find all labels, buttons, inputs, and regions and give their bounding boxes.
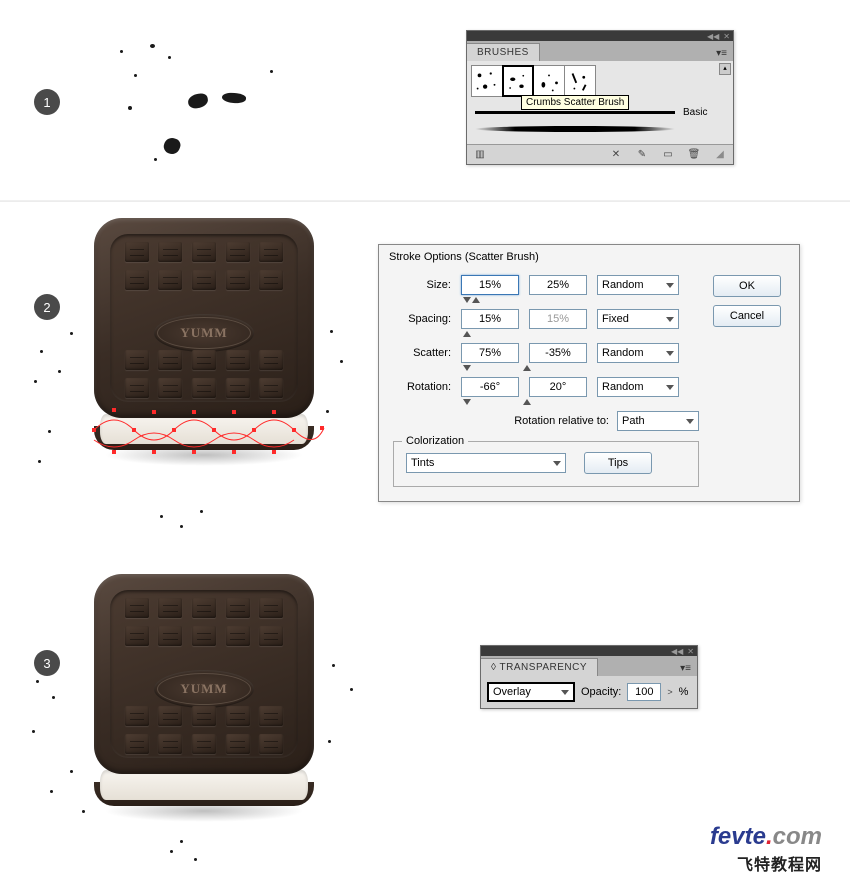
size-slider[interactable] bbox=[463, 297, 699, 303]
brush-options-icon[interactable]: ✎ bbox=[635, 148, 649, 162]
label-opacity: Opacity: bbox=[581, 686, 621, 698]
remove-stroke-icon[interactable]: ✕ bbox=[609, 148, 623, 162]
step-badge-1: 1 bbox=[34, 89, 60, 115]
label-size: Size: bbox=[393, 279, 451, 291]
rotation-slider[interactable] bbox=[463, 399, 699, 405]
brush-stroke-preview bbox=[475, 126, 675, 132]
brush-swatch[interactable] bbox=[471, 65, 503, 97]
opacity-stepper-icon[interactable]: > bbox=[667, 687, 672, 697]
brush-thumbnails: Crumbs Scatter Brush ▴ bbox=[467, 61, 733, 101]
brush-stroke-preview bbox=[475, 111, 675, 114]
rotation-field-b[interactable] bbox=[529, 377, 587, 397]
new-brush-icon[interactable]: ▭ bbox=[661, 148, 675, 162]
label-colorization: Colorization bbox=[402, 435, 468, 447]
stroke-options-dialog: Stroke Options (Scatter Brush) Size: Ran… bbox=[378, 244, 800, 502]
crumbs-around-cookie bbox=[30, 320, 360, 540]
brush-swatch[interactable] bbox=[533, 65, 565, 97]
spacing-field-b bbox=[529, 309, 587, 329]
spacing-slider[interactable] bbox=[463, 331, 699, 337]
tab-brushes[interactable]: BRUSHES bbox=[467, 43, 540, 61]
label-spacing: Spacing: bbox=[393, 313, 451, 325]
size-mode-select[interactable]: Random bbox=[597, 275, 679, 295]
size-field-a[interactable] bbox=[461, 275, 519, 295]
brush-label: Basic bbox=[683, 107, 707, 118]
step-badge-2: 2 bbox=[34, 294, 60, 320]
panel-tabbar: ◊ TRANSPARENCY ▾≡ bbox=[481, 656, 697, 676]
panel-tabbar: BRUSHES ▾≡ bbox=[467, 41, 733, 61]
panel-footer: ▥ ✕ ✎ ▭ 🗑 ◢ bbox=[467, 144, 733, 164]
site-logo: fevte.com 飞特教程网 bbox=[710, 823, 822, 875]
size-field-b[interactable] bbox=[529, 275, 587, 295]
spacing-field-a[interactable] bbox=[461, 309, 519, 329]
opacity-field[interactable] bbox=[627, 683, 661, 701]
resize-grip-icon[interactable]: ◢ bbox=[713, 148, 727, 162]
label-rotation: Rotation: bbox=[393, 381, 451, 393]
panel-menu-icon[interactable]: ▾≡ bbox=[674, 661, 697, 676]
colorization-method-select[interactable]: Tints bbox=[406, 453, 566, 473]
section-divider bbox=[0, 200, 850, 202]
crumbs-preview bbox=[90, 40, 350, 180]
panel-topbar: ◀◀ ✕ bbox=[467, 31, 733, 41]
brush-swatch-selected[interactable] bbox=[502, 65, 534, 97]
crumbs-around-cookie bbox=[30, 640, 360, 870]
scatter-field-b[interactable] bbox=[529, 343, 587, 363]
transparency-panel: ◀◀ ✕ ◊ TRANSPARENCY ▾≡ Overlay Opacity: … bbox=[480, 645, 698, 709]
scatter-mode-select[interactable]: Random bbox=[597, 343, 679, 363]
percent-label: % bbox=[679, 686, 689, 698]
brushes-panel: ◀◀ ✕ BRUSHES ▾≡ Crumbs Scatter Brush ▴ B… bbox=[466, 30, 734, 165]
panel-close-icon[interactable]: ✕ bbox=[687, 647, 694, 656]
scroll-up-icon[interactable]: ▴ bbox=[719, 63, 731, 75]
cancel-button[interactable]: Cancel bbox=[713, 305, 781, 327]
scatter-field-a[interactable] bbox=[461, 343, 519, 363]
panel-menu-icon[interactable]: ▾≡ bbox=[710, 46, 733, 61]
rotation-relative-select[interactable]: Path bbox=[617, 411, 699, 431]
spacing-mode-select[interactable]: Fixed bbox=[597, 309, 679, 329]
panel-close-icon[interactable]: ✕ bbox=[723, 32, 730, 41]
tab-transparency[interactable]: ◊ TRANSPARENCY bbox=[481, 658, 598, 676]
rotation-mode-select[interactable]: Random bbox=[597, 377, 679, 397]
label-scatter: Scatter: bbox=[393, 347, 451, 359]
panel-topbar: ◀◀ ✕ bbox=[481, 646, 697, 656]
brush-tooltip: Crumbs Scatter Brush bbox=[521, 95, 629, 110]
dialog-title: Stroke Options (Scatter Brush) bbox=[379, 245, 799, 269]
panel-collapse-icon[interactable]: ◀◀ bbox=[671, 647, 683, 656]
blend-mode-select[interactable]: Overlay bbox=[487, 682, 575, 702]
label-rotation-relative: Rotation relative to: bbox=[514, 415, 609, 427]
brush-row[interactable] bbox=[475, 122, 725, 136]
library-icon[interactable]: ▥ bbox=[473, 148, 487, 162]
tips-button[interactable]: Tips bbox=[584, 452, 652, 474]
panel-collapse-icon[interactable]: ◀◀ bbox=[707, 32, 719, 41]
brush-swatch[interactable] bbox=[564, 65, 596, 97]
rotation-field-a[interactable] bbox=[461, 377, 519, 397]
delete-brush-icon[interactable]: 🗑 bbox=[687, 148, 701, 162]
colorization-group: Colorization Tints Tips bbox=[393, 441, 699, 487]
scatter-slider[interactable] bbox=[463, 365, 699, 371]
ok-button[interactable]: OK bbox=[713, 275, 781, 297]
